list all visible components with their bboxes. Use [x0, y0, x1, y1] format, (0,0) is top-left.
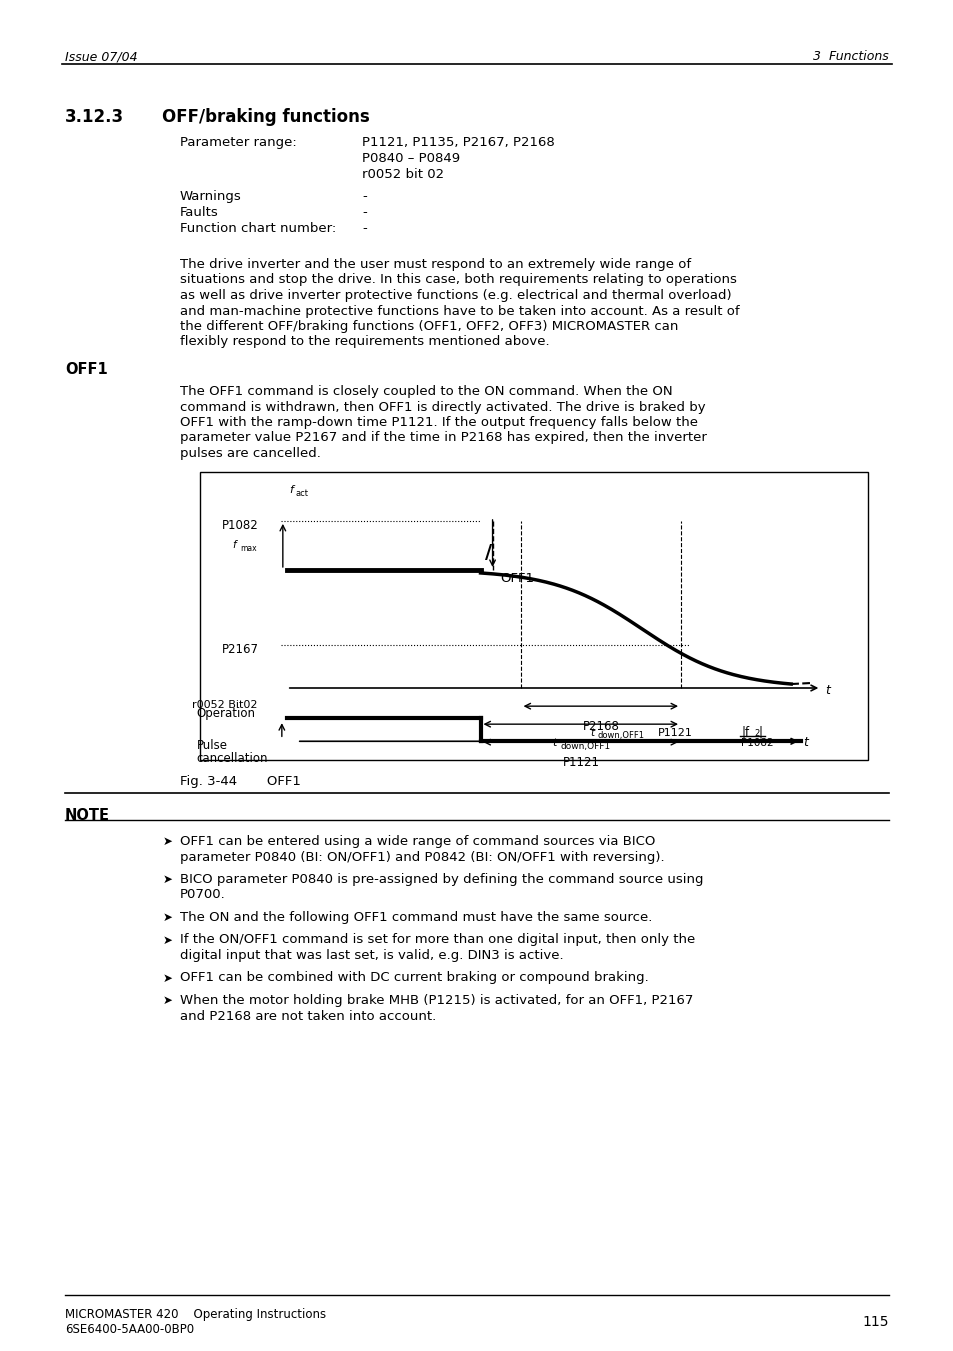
- Text: and P2168 are not taken into account.: and P2168 are not taken into account.: [180, 1009, 436, 1023]
- Text: f: f: [232, 540, 235, 550]
- Text: OFF/braking functions: OFF/braking functions: [162, 108, 370, 126]
- Text: flexibly respond to the requirements mentioned above.: flexibly respond to the requirements men…: [180, 335, 549, 349]
- Text: t: t: [802, 736, 807, 750]
- Text: BICO parameter P0840 is pre-assigned by defining the command source using: BICO parameter P0840 is pre-assigned by …: [180, 873, 702, 886]
- Text: P2167: P2167: [222, 643, 258, 655]
- Text: r0052 bit 02: r0052 bit 02: [361, 168, 444, 181]
- Text: P1121: P1121: [562, 757, 599, 769]
- Text: -: -: [361, 205, 366, 219]
- Text: OFF1: OFF1: [65, 362, 108, 377]
- Text: If the ON/OFF1 command is set for more than one digital input, then only the: If the ON/OFF1 command is set for more t…: [180, 934, 695, 947]
- Text: 3.12.3: 3.12.3: [65, 108, 124, 126]
- Text: OFF1 with the ramp-down time P1121. If the output frequency falls below the: OFF1 with the ramp-down time P1121. If t…: [180, 416, 698, 430]
- Text: Parameter range:: Parameter range:: [180, 136, 296, 149]
- Text: 3  Functions: 3 Functions: [812, 50, 888, 63]
- Text: OFF1: OFF1: [500, 571, 534, 585]
- Text: the different OFF/braking functions (OFF1, OFF2, OFF3) MICROMASTER can: the different OFF/braking functions (OFF…: [180, 320, 678, 332]
- Bar: [200, 471, 867, 761]
- Text: -: -: [361, 222, 366, 235]
- Text: cancellation: cancellation: [196, 753, 268, 765]
- Text: 2: 2: [753, 730, 759, 738]
- Text: t: t: [824, 684, 829, 697]
- Text: P1082: P1082: [222, 519, 258, 532]
- Text: P2168: P2168: [582, 720, 619, 734]
- Text: P0840 – P0849: P0840 – P0849: [361, 153, 459, 165]
- Text: P0700.: P0700.: [180, 889, 226, 901]
- Text: as well as drive inverter protective functions (e.g. electrical and thermal over: as well as drive inverter protective fun…: [180, 289, 731, 303]
- Text: ➤: ➤: [163, 971, 172, 985]
- Text: P1121: P1121: [657, 728, 692, 738]
- Text: The OFF1 command is closely coupled to the ON command. When the ON: The OFF1 command is closely coupled to t…: [180, 385, 672, 399]
- Text: MICROMASTER 420    Operating Instructions: MICROMASTER 420 Operating Instructions: [65, 1308, 326, 1321]
- Text: act: act: [295, 489, 309, 499]
- Text: 115: 115: [862, 1315, 888, 1329]
- Text: pulses are cancelled.: pulses are cancelled.: [180, 447, 320, 459]
- Text: Operation: Operation: [196, 707, 255, 720]
- Text: Function chart number:: Function chart number:: [180, 222, 335, 235]
- Text: The ON and the following OFF1 command must have the same source.: The ON and the following OFF1 command mu…: [180, 911, 652, 924]
- Text: The drive inverter and the user must respond to an extremely wide range of: The drive inverter and the user must res…: [180, 258, 690, 272]
- Text: ➤: ➤: [163, 934, 172, 947]
- Text: |f: |f: [740, 725, 748, 738]
- Text: parameter value P2167 and if the time in P2168 has expired, then the inverter: parameter value P2167 and if the time in…: [180, 431, 706, 444]
- Text: Issue 07/04: Issue 07/04: [65, 50, 137, 63]
- Text: digital input that was last set, is valid, e.g. DIN3 is active.: digital input that was last set, is vali…: [180, 948, 563, 962]
- Text: r0052 Bit02: r0052 Bit02: [192, 700, 257, 711]
- Text: Fig. 3-44       OFF1: Fig. 3-44 OFF1: [180, 775, 300, 788]
- Text: |: |: [758, 725, 761, 738]
- Text: parameter P0840 (BI: ON/OFF1) and P0842 (BI: ON/OFF1 with reversing).: parameter P0840 (BI: ON/OFF1) and P0842 …: [180, 851, 664, 863]
- Text: P1082: P1082: [740, 738, 773, 748]
- Text: f: f: [289, 485, 293, 494]
- Text: Faults: Faults: [180, 205, 218, 219]
- Text: /: /: [484, 543, 491, 562]
- Text: ➤: ➤: [163, 873, 172, 886]
- Text: ➤: ➤: [163, 835, 172, 848]
- Text: -: -: [361, 190, 366, 203]
- Text: command is withdrawn, then OFF1 is directly activated. The drive is braked by: command is withdrawn, then OFF1 is direc…: [180, 400, 705, 413]
- Text: t: t: [590, 728, 595, 738]
- Text: down,OFF1: down,OFF1: [560, 742, 610, 751]
- Text: situations and stop the drive. In this case, both requirements relating to opera: situations and stop the drive. In this c…: [180, 273, 736, 286]
- Text: NOTE: NOTE: [65, 808, 110, 823]
- Text: and man-machine protective functions have to be taken into account. As a result : and man-machine protective functions hav…: [180, 304, 739, 317]
- Text: Warnings: Warnings: [180, 190, 241, 203]
- Text: ➤: ➤: [163, 911, 172, 924]
- Text: down,OFF1: down,OFF1: [597, 731, 644, 740]
- Text: ➤: ➤: [163, 994, 172, 1006]
- Text: 6SE6400-5AA00-0BP0: 6SE6400-5AA00-0BP0: [65, 1323, 193, 1336]
- Text: Pulse: Pulse: [196, 739, 228, 753]
- Text: OFF1 can be combined with DC current braking or compound braking.: OFF1 can be combined with DC current bra…: [180, 971, 648, 985]
- Text: OFF1 can be entered using a wide range of command sources via BICO: OFF1 can be entered using a wide range o…: [180, 835, 655, 848]
- Text: max: max: [239, 544, 256, 554]
- Text: t: t: [552, 738, 557, 748]
- Text: When the motor holding brake MHB (P1215) is activated, for an OFF1, P2167: When the motor holding brake MHB (P1215)…: [180, 994, 693, 1006]
- Text: P1121, P1135, P2167, P2168: P1121, P1135, P2167, P2168: [361, 136, 554, 149]
